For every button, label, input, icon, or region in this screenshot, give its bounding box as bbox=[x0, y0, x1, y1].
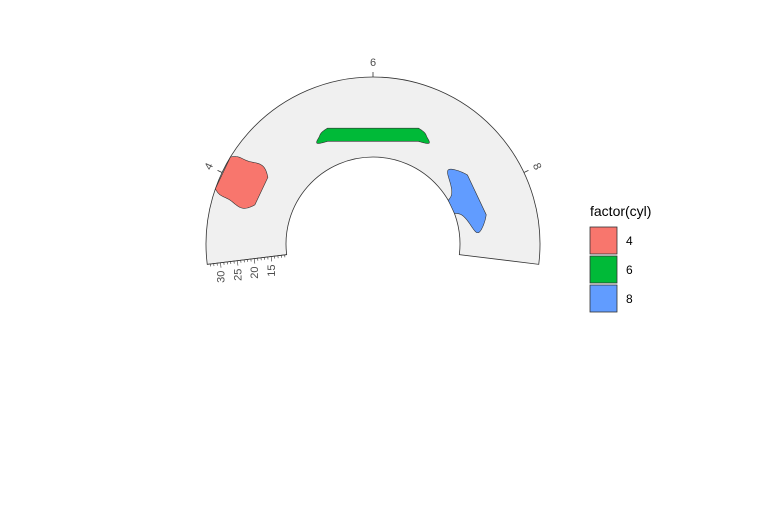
r-major-tick bbox=[270, 256, 273, 262]
legend-title: factor(cyl) bbox=[590, 203, 651, 219]
r-tick-label: 15 bbox=[266, 264, 278, 276]
panel-background bbox=[205, 76, 541, 265]
r-tick-label: 30 bbox=[215, 271, 227, 283]
violin-cyl-6 bbox=[316, 127, 430, 144]
r-major-tick bbox=[253, 258, 256, 264]
r-tick-label: 20 bbox=[249, 267, 261, 279]
legend-label-8: 8 bbox=[626, 292, 633, 306]
violin-cyl-4 bbox=[215, 156, 269, 209]
panel bbox=[205, 76, 541, 265]
theta-tick-label: 8 bbox=[530, 161, 543, 172]
r-axis: 15 20 25 30 bbox=[207, 254, 287, 283]
r-tick-label: 25 bbox=[232, 269, 244, 281]
violin-cyl-8 bbox=[447, 168, 487, 234]
legend-key-6 bbox=[589, 255, 618, 284]
theta-tick-4 bbox=[217, 170, 223, 173]
theta-tick-label: 6 bbox=[370, 57, 376, 69]
theta-tick-label: 4 bbox=[203, 161, 216, 172]
legend: factor(cyl) 4 6 8 bbox=[589, 203, 651, 313]
theta-axis: 4 6 8 bbox=[203, 57, 543, 173]
r-major-tick bbox=[220, 262, 222, 268]
legend-label-4: 4 bbox=[626, 234, 633, 248]
legend-key-8 bbox=[589, 284, 618, 313]
legend-key-4 bbox=[589, 226, 618, 255]
theta-tick-8 bbox=[523, 170, 529, 173]
r-major-tick bbox=[237, 260, 239, 266]
legend-entries: 4 6 8 bbox=[589, 226, 633, 313]
violins bbox=[215, 127, 487, 234]
legend-label-6: 6 bbox=[626, 263, 633, 277]
r-axis-line bbox=[207, 254, 287, 265]
